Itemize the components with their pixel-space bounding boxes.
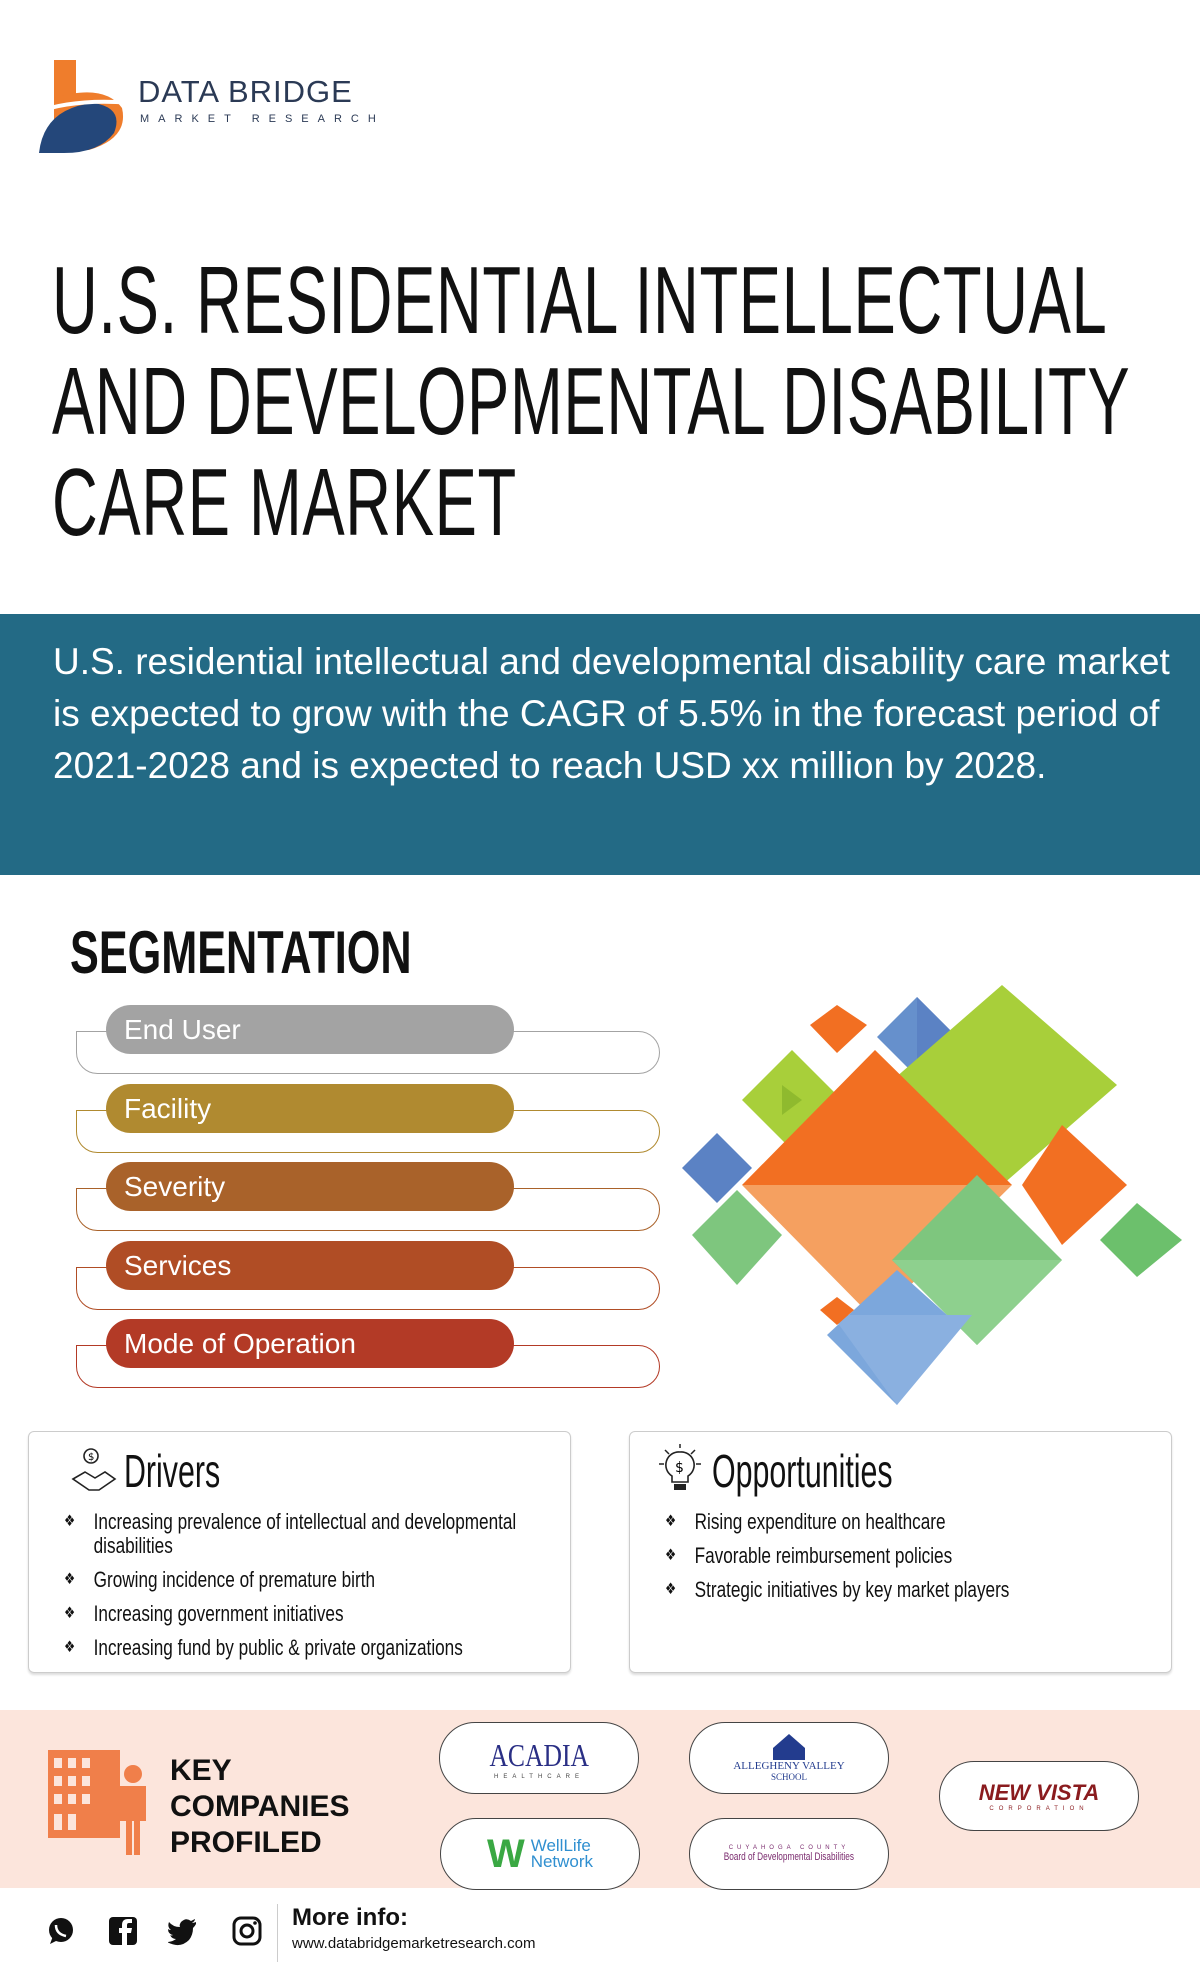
company-logo-acadia: ACADIA HEALTHCARE xyxy=(439,1722,639,1794)
logo-tagline: MARKET RESEARCH xyxy=(140,113,385,125)
segment-pill: Services xyxy=(106,1240,514,1290)
twitter-icon[interactable] xyxy=(168,1916,198,1946)
drivers-card: $ Drivers Increasing prevalence of intel… xyxy=(28,1431,571,1673)
kc-title-line: PROFILED xyxy=(170,1826,322,1859)
opportunities-list: Rising expenditure on healthcare Favorabl… xyxy=(665,1510,1155,1612)
handshake-money-icon: $ xyxy=(71,1448,117,1491)
list-item: Increasing prevalence of intellectual an… xyxy=(64,1510,548,1558)
kc-title-line: KEY xyxy=(170,1754,232,1787)
diamond-graphic xyxy=(682,985,1182,1405)
cuyahoga-name: CUYAHOGA COUNTY xyxy=(728,1845,850,1851)
logo-icon xyxy=(34,60,133,153)
building-person-icon xyxy=(48,1750,146,1855)
cuyahoga-sub: Board of Developmental Disabilities xyxy=(723,1851,855,1863)
wellife-name: WellLife xyxy=(530,1836,591,1855)
summary-band: U.S. residential intellectual and develo… xyxy=(0,614,1200,875)
segment-pill: End User xyxy=(106,1005,514,1054)
page-title: U.S. RESIDENTIAL INTELLECTUAL AND DEVELO… xyxy=(52,250,1130,553)
opportunities-title: Opportunities xyxy=(712,1445,893,1497)
list-item: Growing incidence of premature birth xyxy=(64,1568,548,1593)
facebook-icon[interactable] xyxy=(108,1916,138,1946)
new-vista-name: NEW VISTA xyxy=(978,1780,1100,1805)
summary-text: U.S. residential intellectual and develo… xyxy=(53,641,1170,786)
segment-pill: Severity xyxy=(106,1162,514,1211)
instagram-icon[interactable] xyxy=(232,1916,262,1946)
whatsapp-icon[interactable] xyxy=(46,1916,76,1946)
wellife-sub: Network xyxy=(530,1852,594,1871)
drivers-title: Drivers xyxy=(124,1445,221,1497)
segmentation-title: SEGMENTATION xyxy=(70,919,412,986)
kc-title-line: COMPANIES xyxy=(170,1790,350,1823)
title-line: CARE MARKET xyxy=(52,449,517,556)
drivers-list: Increasing prevalence of intellectual an… xyxy=(64,1510,554,1670)
lightbulb-dollar-icon: $ xyxy=(659,1444,701,1490)
allegheny-name: ALLEGHENY VALLEY xyxy=(733,1760,845,1772)
company-logo-wellife: W WellLife Network xyxy=(440,1818,640,1890)
allegheny-sub: SCHOOL xyxy=(770,1772,807,1782)
acadia-sub: HEALTHCARE xyxy=(494,1773,584,1780)
list-item: Strategic initiatives by key market play… xyxy=(665,1578,1149,1603)
svg-text:$: $ xyxy=(88,1452,94,1463)
list-item: Increasing government initiatives xyxy=(64,1602,548,1627)
title-line: U.S. RESIDENTIAL INTELLECTUAL xyxy=(52,247,1108,354)
key-companies-band: KEY COMPANIES PROFILED ACADIA HEALTHCARE… xyxy=(0,1710,1200,1890)
title-line: AND DEVELOPMENTAL DISABILITY xyxy=(52,348,1131,455)
company-logo-cuyahoga: CUYAHOGA COUNTY Board of Developmental D… xyxy=(689,1818,889,1890)
list-item: Rising expenditure on healthcare xyxy=(665,1510,1149,1535)
new-vista-sub: CORPORATION xyxy=(989,1806,1089,1812)
acadia-name: ACADIA xyxy=(489,1736,589,1773)
opportunities-card: $ Opportunities Rising expenditure on he… xyxy=(629,1431,1172,1673)
key-companies-title: KEY COMPANIES PROFILED xyxy=(170,1753,349,1861)
footer-divider xyxy=(277,1904,278,1962)
company-logo-new-vista: NEW VISTA CORPORATION xyxy=(939,1761,1139,1831)
company-logo-allegheny: ALLEGHENY VALLEY SCHOOL xyxy=(689,1722,889,1794)
list-item: Favorable reimbursement policies xyxy=(665,1544,1149,1569)
list-item: Increasing fund by public & private orga… xyxy=(64,1636,548,1661)
website-link[interactable]: www.databridgemarketresearch.com xyxy=(292,1935,536,1952)
segment-pill: Mode of Operation xyxy=(106,1319,514,1368)
more-info-label: More info: xyxy=(292,1904,408,1931)
svg-text:$: $ xyxy=(675,1460,684,1476)
logo-name: DATA BRIDGE xyxy=(138,74,353,109)
segment-pill: Facility xyxy=(106,1083,514,1133)
